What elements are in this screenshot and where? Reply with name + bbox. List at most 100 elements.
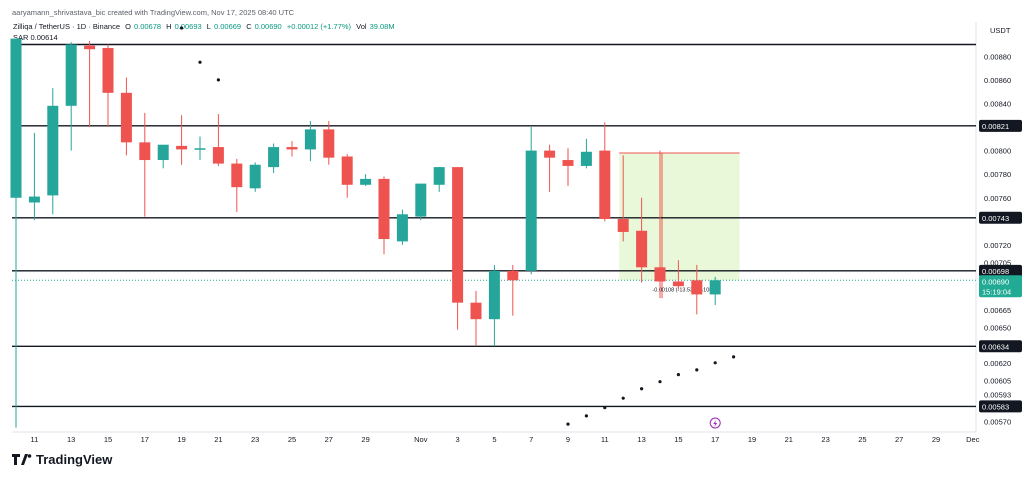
candle-body [617, 218, 629, 232]
level-label-bg [979, 264, 1022, 277]
candle-body [636, 230, 648, 268]
x-tick-label: 13 [637, 435, 645, 444]
x-tick-label: 5 [492, 435, 496, 444]
sar-dot [695, 368, 699, 372]
candle-body [212, 147, 224, 164]
candle-body [304, 129, 316, 150]
sar-dot [676, 372, 681, 377]
low-value: 0.00669 [213, 22, 242, 31]
candle-body [120, 92, 132, 143]
candle-body [433, 167, 445, 185]
y-tick-label: 0.00570 [984, 418, 1011, 427]
sar-dot [603, 406, 607, 410]
sar-dot [566, 422, 570, 426]
currency-label: USDT [990, 26, 1011, 35]
candle-body [28, 196, 40, 203]
x-tick-label: 25 [288, 435, 296, 444]
candle-body [139, 142, 151, 161]
candle-body [10, 38, 22, 198]
tradingview-logo-icon [12, 454, 32, 465]
candle-body [580, 151, 592, 166]
low-label: L [206, 22, 211, 31]
candle-body [157, 144, 169, 161]
x-tick-label: 11 [601, 435, 609, 444]
measure-label: -0.00108 (-13.53%) -108 [652, 287, 712, 293]
candle-body [65, 44, 77, 106]
level-label: 0.00583 [982, 402, 1009, 411]
candle-body [488, 270, 500, 320]
candle-body [286, 147, 298, 150]
sar-dot [216, 78, 220, 82]
x-tick-label: 19 [748, 435, 756, 444]
candle-body [194, 148, 206, 150]
symbol-name[interactable]: Zilliqa / TetherUS · 1D · Binance [13, 22, 120, 31]
candle-body [562, 160, 574, 166]
candle-body [323, 129, 335, 158]
level-label: 0.00634 [982, 342, 1009, 351]
y-tick-label: 0.00840 [984, 99, 1011, 108]
candle-body [507, 270, 519, 281]
chart-attribution: aaryamann_shrivastava_bic created with T… [12, 8, 295, 17]
y-tick-label: 0.00760 [984, 194, 1011, 203]
volume-label: Vol [356, 22, 367, 31]
x-tick-label: 27 [325, 435, 333, 444]
candle-body [176, 145, 188, 150]
sar-indicator-legend[interactable]: SAR 0.00614 [13, 33, 58, 42]
x-tick-label: 27 [895, 435, 903, 444]
x-tick-label: 23 [821, 435, 829, 444]
open-label: O [125, 22, 131, 31]
close-label: C [246, 22, 252, 31]
candle-body [672, 281, 684, 287]
candle-body [525, 150, 537, 271]
x-tick-label: 21 [785, 435, 793, 444]
level-label-bg [979, 119, 1022, 132]
volume-value: 39.08M [369, 22, 395, 31]
candle-body [360, 178, 372, 185]
y-tick-label: 0.00650 [984, 323, 1011, 332]
current-price-label-bg [979, 275, 1022, 298]
candle-body [470, 302, 482, 320]
x-tick-label: 29 [932, 435, 940, 444]
y-tick-label: 0.00705 [984, 259, 1011, 268]
alert-icon[interactable] [709, 417, 721, 429]
x-tick-label: 15 [104, 435, 112, 444]
y-tick-label: 0.00860 [984, 76, 1011, 85]
y-tick-label: 0.00780 [984, 170, 1011, 179]
sar-dot [180, 26, 184, 30]
x-tick-label: 23 [251, 435, 259, 444]
close-value: 0.00690 [254, 22, 282, 31]
candle-body [231, 163, 243, 188]
candle-body [396, 214, 408, 242]
level-label: 0.00821 [982, 122, 1009, 131]
level-label-bg [979, 400, 1022, 413]
x-tick-label: 15 [674, 435, 682, 444]
candle-body [654, 267, 666, 282]
candle-body [544, 150, 556, 158]
symbol-legend[interactable]: Zilliqa / TetherUS · 1D · Binance O 0.006… [13, 22, 398, 31]
candle-body [102, 48, 114, 93]
candle-body [341, 156, 353, 185]
countdown-label: 15:19:04 [982, 287, 1011, 296]
sar-dot [658, 380, 662, 384]
x-tick-label: 19 [177, 435, 185, 444]
candle-body [415, 183, 427, 217]
x-tick-label: 17 [711, 435, 719, 444]
x-tick-label: 9 [566, 435, 570, 444]
current-price-label: 0.00690 [982, 277, 1009, 286]
candle-body [249, 164, 261, 189]
candle-body [84, 45, 96, 50]
x-tick-label: 21 [214, 435, 222, 444]
x-tick-label: Nov [414, 435, 428, 444]
high-label: H [166, 22, 172, 31]
x-tick-label: 11 [31, 435, 39, 444]
x-tick-label: 3 [456, 435, 460, 444]
y-tick-label: 0.00605 [984, 376, 1011, 385]
tradingview-logo[interactable]: TradingView [12, 452, 112, 467]
sar-dot [640, 387, 644, 391]
sar-dot [713, 361, 717, 365]
level-label: 0.00743 [982, 214, 1009, 223]
y-tick-label: 0.00880 [984, 52, 1011, 61]
x-tick-label: Dec [966, 435, 980, 444]
y-tick-label: 0.00620 [984, 359, 1011, 368]
